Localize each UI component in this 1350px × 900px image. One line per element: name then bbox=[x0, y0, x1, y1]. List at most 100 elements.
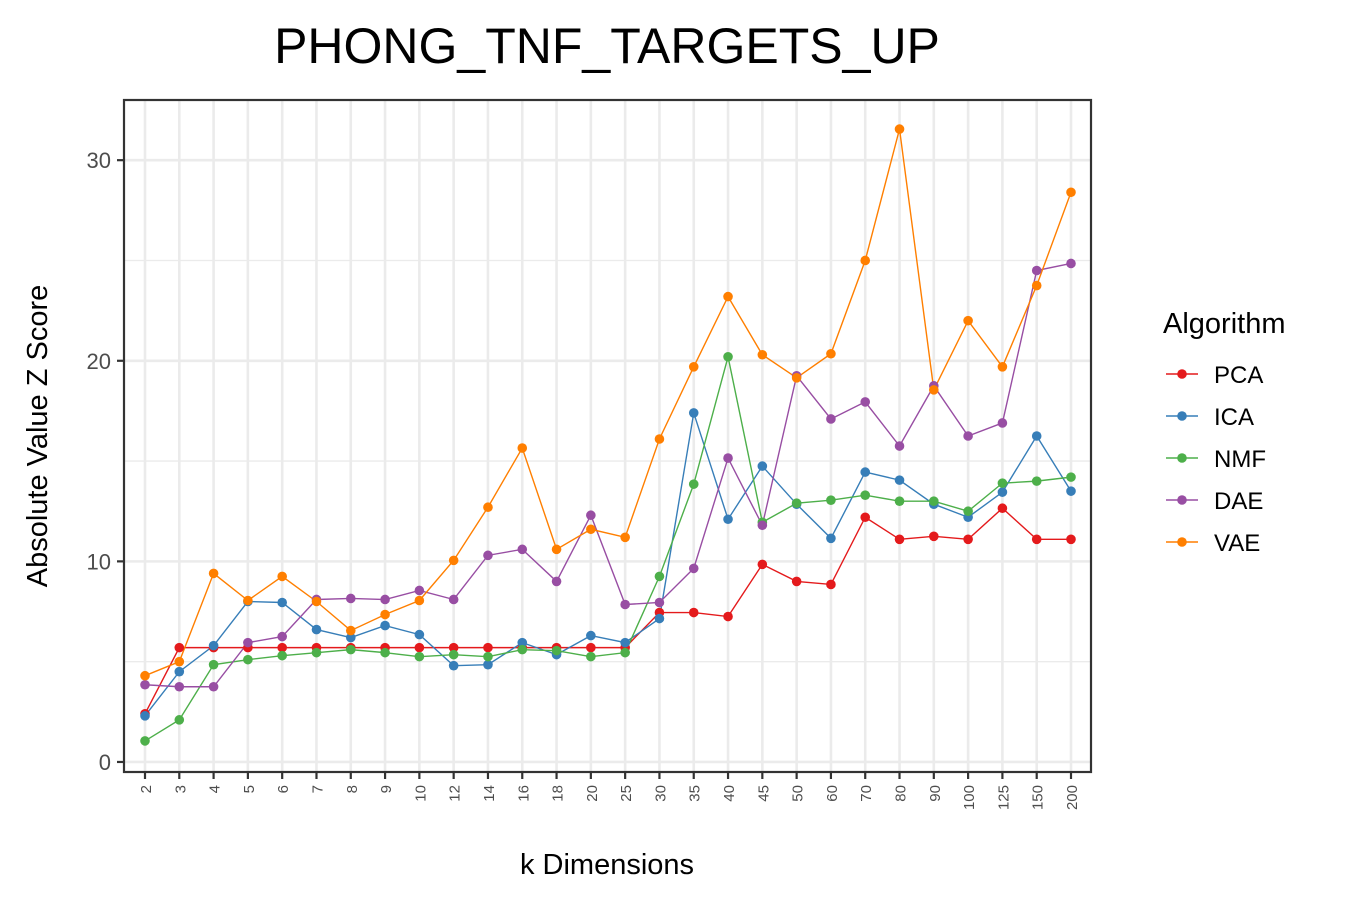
x-tick-label: 16 bbox=[515, 785, 532, 802]
x-tick-label: 70 bbox=[858, 785, 875, 802]
point-dae bbox=[1031, 265, 1042, 276]
x-tick-label: 5 bbox=[241, 785, 258, 793]
x-axis-title: k Dimensions bbox=[520, 849, 694, 881]
point-vae bbox=[345, 625, 356, 636]
point-ica bbox=[688, 408, 699, 418]
point-ica bbox=[140, 711, 150, 721]
point-pca bbox=[826, 579, 836, 590]
x-tick-label: 30 bbox=[652, 785, 669, 802]
point-nmf bbox=[929, 496, 939, 506]
series-line-pca bbox=[144, 507, 1071, 715]
point-nmf bbox=[380, 647, 390, 658]
point-pca bbox=[791, 576, 802, 587]
point-pca bbox=[963, 534, 973, 545]
point-ica bbox=[586, 630, 596, 641]
point-nmf bbox=[826, 495, 836, 505]
point-pca bbox=[448, 642, 459, 653]
x-tick-label: 9 bbox=[378, 785, 395, 793]
point-dae bbox=[517, 544, 528, 555]
point-pca bbox=[929, 531, 939, 542]
y-axis: 0 10 20 30 bbox=[87, 148, 124, 775]
x-tick-label: 35 bbox=[687, 785, 704, 802]
point-vae bbox=[517, 443, 528, 453]
legend-label-vae: VAE bbox=[1214, 530, 1260, 557]
point-vae bbox=[483, 502, 493, 513]
point-vae bbox=[894, 124, 905, 134]
x-tick-label: 150 bbox=[1030, 785, 1047, 810]
point-pca bbox=[174, 642, 185, 653]
point-dae bbox=[586, 510, 596, 521]
point-ica bbox=[1066, 486, 1076, 496]
x-tick-label: 7 bbox=[309, 785, 326, 793]
point-vae bbox=[997, 361, 1008, 372]
point-vae bbox=[1066, 187, 1076, 198]
grid-major bbox=[124, 100, 1091, 772]
legend-label-pca: PCA bbox=[1214, 362, 1263, 389]
point-ica bbox=[654, 613, 665, 624]
point-dae bbox=[243, 637, 253, 648]
point-dae bbox=[826, 414, 836, 424]
point-nmf bbox=[791, 498, 802, 509]
chart-title: PHONG_TNF_TARGETS_UP bbox=[274, 18, 940, 74]
point-vae bbox=[140, 670, 150, 681]
point-vae bbox=[380, 609, 390, 620]
x-tick-label: 50 bbox=[790, 785, 807, 802]
point-vae bbox=[654, 434, 665, 444]
point-vae bbox=[791, 373, 802, 383]
point-dae bbox=[757, 520, 768, 531]
point-ica bbox=[826, 533, 836, 544]
x-tick-label: 4 bbox=[207, 785, 224, 793]
point-nmf bbox=[311, 647, 322, 658]
x-tick-label: 2 bbox=[138, 785, 155, 793]
x-tick-label: 125 bbox=[995, 785, 1012, 810]
point-pca bbox=[688, 607, 699, 618]
point-vae bbox=[826, 348, 836, 359]
point-vae bbox=[860, 255, 871, 266]
point-nmf bbox=[688, 479, 699, 489]
grid-minor bbox=[124, 259, 1091, 663]
point-nmf bbox=[277, 650, 287, 661]
legend-label-ica: ICA bbox=[1214, 404, 1254, 431]
series-line-nmf bbox=[144, 356, 1072, 742]
point-dae bbox=[723, 453, 733, 463]
point-dae bbox=[208, 681, 219, 692]
y-tick-label: 20 bbox=[87, 349, 111, 374]
legend-title: Algorithm bbox=[1163, 308, 1286, 340]
point-nmf bbox=[483, 651, 493, 662]
point-dae bbox=[894, 441, 905, 451]
point-nmf bbox=[174, 715, 185, 725]
x-tick-label: 8 bbox=[344, 785, 361, 793]
point-ica bbox=[620, 637, 630, 648]
point-vae bbox=[620, 532, 630, 543]
x-tick-label: 18 bbox=[550, 785, 567, 802]
legend-label-dae: DAE bbox=[1214, 488, 1263, 515]
legend-point-pca bbox=[1177, 369, 1187, 379]
x-tick-label: 3 bbox=[172, 785, 189, 793]
point-pca bbox=[1031, 534, 1042, 545]
point-ica bbox=[311, 624, 322, 635]
point-vae bbox=[551, 544, 562, 555]
point-dae bbox=[380, 594, 390, 605]
point-vae bbox=[311, 596, 322, 607]
x-tick-label: 20 bbox=[584, 785, 601, 802]
point-nmf bbox=[860, 490, 871, 500]
legend-point-nmf bbox=[1177, 453, 1187, 463]
legend-point-vae bbox=[1177, 537, 1187, 547]
legend-point-dae bbox=[1177, 495, 1187, 505]
x-tick-label: 80 bbox=[893, 785, 910, 802]
point-ica bbox=[345, 632, 356, 643]
point-nmf bbox=[997, 478, 1008, 488]
x-tick-label: 25 bbox=[618, 785, 635, 802]
point-vae bbox=[414, 595, 425, 606]
legend-label-nmf: NMF bbox=[1214, 446, 1266, 473]
point-dae bbox=[688, 563, 699, 574]
point-pca bbox=[757, 559, 768, 570]
y-tick-label: 0 bbox=[99, 750, 111, 775]
point-nmf bbox=[414, 651, 425, 662]
point-ica bbox=[997, 487, 1008, 497]
point-vae bbox=[174, 656, 185, 667]
point-nmf bbox=[1031, 476, 1042, 486]
point-pca bbox=[277, 642, 287, 653]
point-ica bbox=[208, 640, 219, 651]
